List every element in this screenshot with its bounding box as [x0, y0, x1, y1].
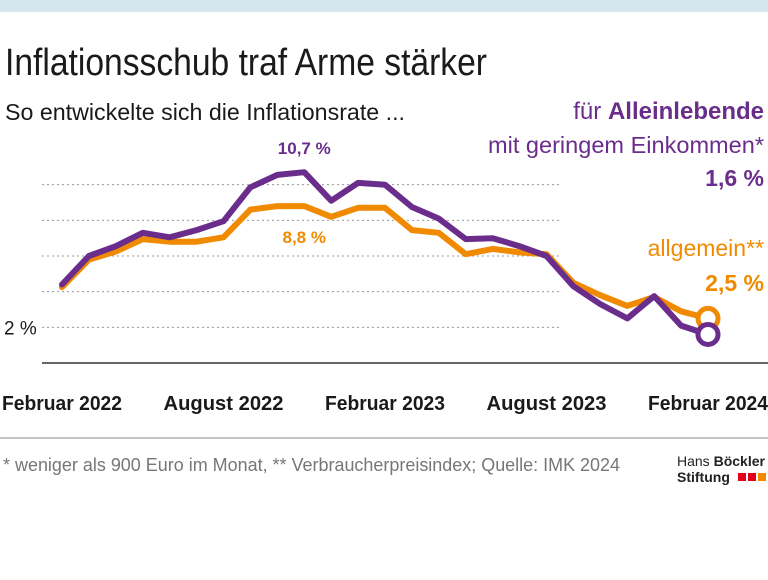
line: [59, 169, 711, 338]
logo-square: [748, 473, 756, 481]
logo-word: Böckler: [714, 453, 766, 469]
x-tick-label: August 2023: [487, 393, 607, 415]
end-marker: [695, 321, 721, 347]
x-tick-label: Februar 2022: [2, 393, 122, 415]
chart-title: Inflationsschub traf Arme stärker: [5, 42, 487, 84]
logo: Hans Böckler Stiftung: [677, 453, 766, 485]
logo-word: Stiftung: [677, 469, 730, 485]
chart-subtitle: So entwickelte sich die Inflationsrate .…: [5, 99, 405, 125]
x-tick-label: Februar 2024: [648, 393, 768, 415]
legend-name: Alleinlebende: [608, 98, 764, 125]
logo-word: Hans: [677, 453, 710, 469]
legend-orange: allgemein**: [648, 235, 764, 261]
top-band: [0, 0, 768, 12]
value-label: 10,7 %: [278, 139, 331, 158]
footnote: * weniger als 900 Euro im Monat, ** Verb…: [3, 455, 620, 475]
x-tick-label: Februar 2023: [325, 393, 445, 415]
logo-square: [738, 473, 746, 481]
line: [59, 203, 711, 322]
logo-square: [758, 473, 766, 481]
legend-suffix: mit geringem Einkommen*: [488, 132, 764, 158]
y-tick-label: 2 %: [4, 318, 37, 339]
value-label: 8,8 %: [283, 228, 326, 247]
x-tick-label: August 2022: [164, 393, 284, 415]
value-label: 1,6 %: [705, 165, 764, 191]
legend-prefix: für: [573, 98, 608, 125]
legend-purple: für Alleinlebende: [573, 98, 764, 125]
logo-text: Hans Böckler: [677, 453, 765, 469]
value-label: 2,5 %: [705, 270, 764, 296]
